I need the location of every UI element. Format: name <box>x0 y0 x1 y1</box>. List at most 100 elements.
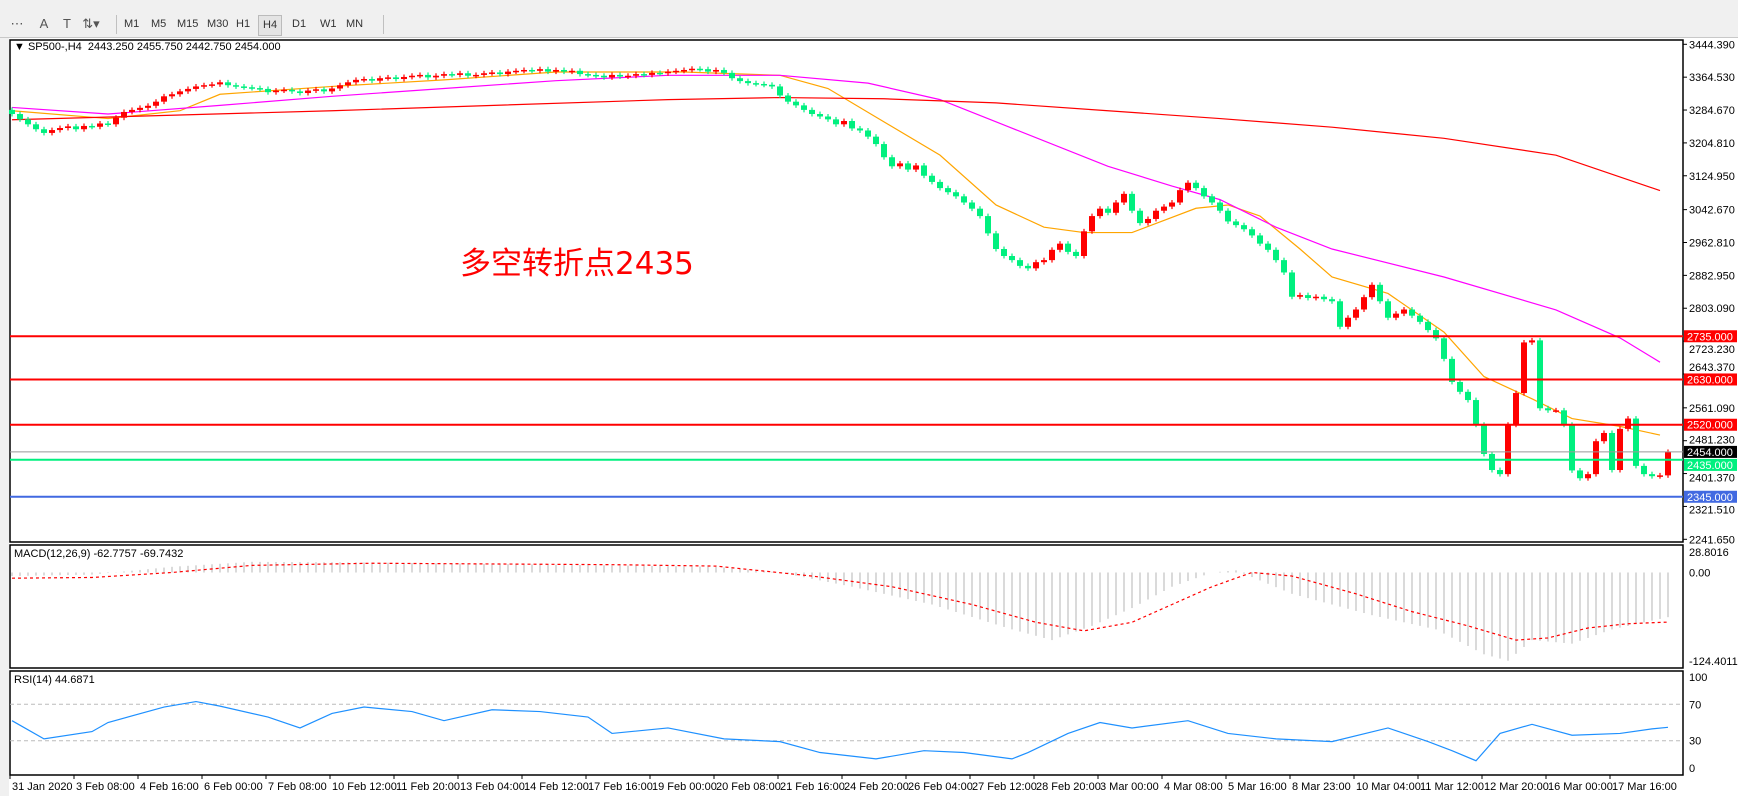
candle-body <box>209 84 215 86</box>
candle-body <box>593 74 599 77</box>
level-label: 2630.000 <box>1687 374 1733 386</box>
candle-body <box>225 82 231 86</box>
candle-body <box>1065 243 1071 252</box>
time-tick-label: 3 Mar 00:00 <box>1100 781 1159 793</box>
candle-body <box>953 192 959 197</box>
candle-body <box>313 89 319 91</box>
candle-body <box>1049 249 1055 261</box>
timeframe-h4[interactable]: H4 <box>258 15 283 36</box>
candle-body <box>1057 243 1063 250</box>
candle-body <box>201 85 207 87</box>
candle-body <box>1241 225 1247 230</box>
candle-body <box>993 233 999 250</box>
price-tick-label: 3204.810 <box>1689 138 1735 150</box>
candle-body <box>1489 453 1495 471</box>
chart-toolbar: ⋯ A T ⇅▾ M1 M5 M15 M30 H1 H4 D1 W1 MN <box>0 12 1738 38</box>
timeframe-m1[interactable]: M1 <box>124 18 140 30</box>
candle-body <box>1417 315 1423 322</box>
candle-body <box>1617 428 1623 471</box>
macd-tick-label: 28.8016 <box>1689 547 1729 559</box>
candle-body <box>1089 216 1095 232</box>
price-tick-label: 2481.230 <box>1689 434 1735 446</box>
candle-body <box>1633 418 1639 466</box>
price-tick-label: 3364.530 <box>1689 72 1735 84</box>
candle-body <box>1665 451 1671 476</box>
candle-body <box>1105 208 1111 213</box>
crosshair-period-icon[interactable]: ⋯ <box>10 16 24 31</box>
timeframe-m30[interactable]: M30 <box>207 18 229 30</box>
candle-body <box>1313 296 1319 299</box>
candle-body <box>529 69 535 72</box>
price-tick-label: 3444.390 <box>1689 39 1735 51</box>
candle-body <box>753 83 759 85</box>
timeframe-mn[interactable]: MN <box>346 18 364 30</box>
timeframe-m5[interactable]: M5 <box>151 18 167 30</box>
candle-body <box>777 86 783 96</box>
candle-body <box>985 216 991 234</box>
candle-body <box>289 89 295 92</box>
candle-body <box>441 74 447 76</box>
candle-body <box>657 72 663 75</box>
candle-body <box>697 68 703 71</box>
candle-body <box>561 69 567 72</box>
text-label-icon[interactable]: T <box>63 16 71 31</box>
chart-window[interactable] <box>9 38 1738 796</box>
candle-body <box>25 119 31 125</box>
annotation-text[interactable]: 多空转折点2435 <box>460 246 694 282</box>
candle-body <box>1441 338 1447 359</box>
candle-body <box>537 69 543 71</box>
chart-menu-arrow-icon[interactable]: ▼ <box>14 41 28 53</box>
candle-body <box>337 85 343 89</box>
candle-body <box>9 109 15 115</box>
candle-body <box>817 114 823 117</box>
candle-body <box>273 90 279 93</box>
time-tick-label: 10 Mar 04:00 <box>1356 781 1421 793</box>
candle-body <box>713 69 719 72</box>
candle-body <box>1361 297 1367 310</box>
arrows-icon[interactable]: ⇅▾ <box>82 16 100 31</box>
moving-average-ma_mid <box>11 74 1661 363</box>
timeframe-h1[interactable]: H1 <box>236 18 251 30</box>
time-tick-label: 28 Feb 20:00 <box>1036 781 1101 793</box>
candle-body <box>1033 262 1039 269</box>
time-tick-label: 17 Mar 16:00 <box>1612 781 1677 793</box>
candle-body <box>865 130 871 137</box>
candle-body <box>625 75 631 78</box>
candle-body <box>1177 190 1183 203</box>
candle-body <box>281 89 287 92</box>
candle-body <box>1545 408 1551 411</box>
time-tick-label: 5 Mar 16:00 <box>1228 781 1287 793</box>
candle-body <box>601 75 607 78</box>
candle-body <box>1001 249 1007 257</box>
candle-body <box>1657 475 1663 477</box>
time-tick-label: 19 Feb 00:00 <box>652 781 717 793</box>
macd-signal-line <box>11 562 1669 641</box>
time-tick-label: 12 Mar 20:00 <box>1484 781 1549 793</box>
candle-body <box>401 76 407 80</box>
timeframe-d1[interactable]: D1 <box>292 18 307 30</box>
level-label: 2735.000 <box>1687 331 1733 343</box>
timeframe-m15[interactable]: M15 <box>177 18 199 30</box>
candle-body <box>921 165 927 176</box>
rsi-tick-label: 0 <box>1689 763 1695 775</box>
candle-body <box>1577 470 1583 479</box>
candle-body <box>1257 235 1263 244</box>
candle-body <box>1265 243 1271 250</box>
candle-body <box>913 165 919 170</box>
moving-average-ma_fast <box>11 71 1661 436</box>
candle-body <box>801 105 807 110</box>
candle-body <box>705 69 711 72</box>
text-icon[interactable]: A <box>39 16 49 31</box>
toolbar-separator <box>116 15 117 34</box>
candle-body <box>17 114 23 120</box>
level-label-bg <box>1684 418 1737 431</box>
timeframe-w1[interactable]: W1 <box>320 18 337 30</box>
candle-body <box>33 124 39 130</box>
candle-body <box>881 144 887 158</box>
candle-body <box>1097 208 1103 217</box>
candle-body <box>769 84 775 87</box>
candle-body <box>1225 210 1231 222</box>
price-tick-label: 2561.090 <box>1689 403 1735 415</box>
candle-body <box>329 88 335 92</box>
